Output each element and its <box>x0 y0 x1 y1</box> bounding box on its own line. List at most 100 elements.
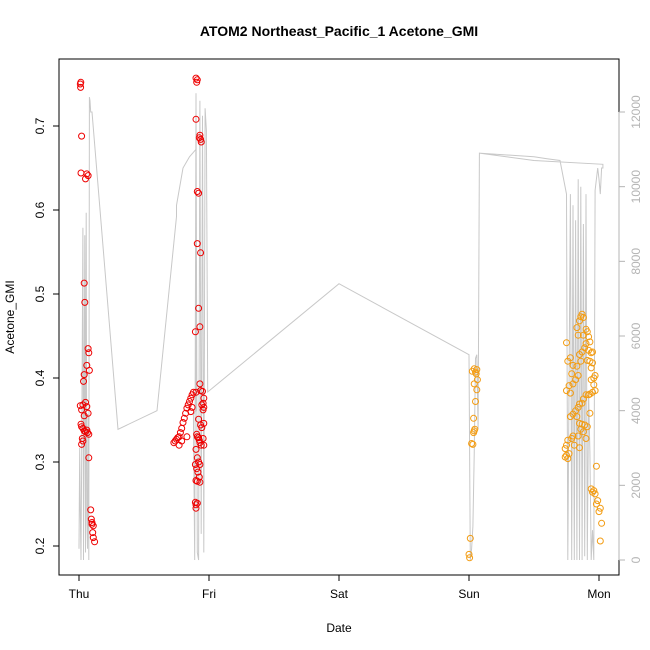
orange-data-point <box>574 432 582 440</box>
x-axis-label: Date <box>326 621 352 635</box>
red-data-point <box>192 115 200 123</box>
orange-data-point <box>585 391 593 399</box>
orange-data-point <box>596 504 604 512</box>
orange-data-point <box>587 364 595 372</box>
red-data-point <box>195 304 203 312</box>
y-tick-label: 0.4 <box>33 369 47 386</box>
orange-data-point <box>573 413 581 421</box>
y2-tick-label: 12000 <box>629 95 643 129</box>
red-data-point <box>192 445 200 453</box>
red-data-point <box>196 131 204 139</box>
red-data-point <box>195 134 203 142</box>
orange-data-point <box>472 398 479 405</box>
red-data-point <box>186 398 193 405</box>
orange-data-point <box>582 340 590 348</box>
red-data-point <box>89 522 97 530</box>
orange-data-point <box>470 429 478 437</box>
red-data-point <box>189 388 197 396</box>
orange-data-point <box>578 310 586 318</box>
orange-data-point <box>579 428 587 436</box>
orange-data-point <box>585 346 593 354</box>
red-data-point <box>85 454 93 462</box>
red-data-point <box>193 240 201 248</box>
orange-data-point <box>569 361 577 369</box>
orange-data-point <box>587 376 595 384</box>
x-tick-label: Sat <box>330 587 349 601</box>
red-data-point <box>80 371 88 379</box>
x-tick-label: Sun <box>458 587 479 601</box>
red-data-point <box>193 465 201 473</box>
y2-tick-label: 0 <box>629 556 643 563</box>
orange-data-point <box>563 441 570 449</box>
red-data-point <box>87 506 95 514</box>
red-data-point <box>193 188 201 195</box>
orange-data-point <box>473 386 481 394</box>
red-data-point <box>193 454 201 462</box>
red-data-point <box>191 328 199 336</box>
red-data-point <box>80 279 88 287</box>
red-data-point <box>80 377 87 385</box>
red-data-point <box>199 387 206 395</box>
red-data-point <box>85 349 93 357</box>
red-data-point <box>192 501 200 509</box>
red-data-point <box>83 403 91 411</box>
y-tick-label: 0.6 <box>33 201 47 218</box>
red-data-point <box>199 406 207 414</box>
red-data-point <box>195 189 203 197</box>
red-data-point <box>194 468 202 476</box>
y2-tick-label: 8000 <box>629 248 643 275</box>
orange-data-point <box>564 357 572 365</box>
orange-data-point <box>574 331 582 339</box>
orange-data-point <box>595 508 603 516</box>
red-data-point <box>198 401 206 409</box>
red-data-point <box>188 403 196 411</box>
orange-data-point <box>465 550 473 558</box>
orange-data-point <box>592 462 600 470</box>
y2-tick-label: 2000 <box>629 472 643 499</box>
y2-tick-label: 4000 <box>629 397 643 424</box>
red-data-point <box>192 504 200 512</box>
red-data-point <box>197 138 205 146</box>
orange-data-point <box>586 409 594 417</box>
y2-tick-label: 6000 <box>629 322 643 349</box>
orange-data-point <box>594 497 602 505</box>
y-tick-label: 0.7 <box>33 117 47 134</box>
orange-data-point <box>563 451 570 459</box>
points-layer <box>76 74 606 562</box>
orange-data-point <box>576 317 583 325</box>
orange-data-point <box>469 440 477 448</box>
red-data-point <box>196 478 204 486</box>
orange-data-point <box>568 435 576 442</box>
orange-data-point <box>563 339 570 347</box>
secondary-line-layer <box>78 93 604 561</box>
red-data-point <box>77 169 85 177</box>
orange-data-point <box>592 500 600 508</box>
red-data-point <box>89 534 97 542</box>
x-tick-label: Mon <box>587 587 610 601</box>
orange-data-point <box>591 490 599 498</box>
red-data-point <box>78 440 86 448</box>
red-data-point <box>192 388 200 396</box>
red-data-point <box>193 76 201 84</box>
orange-data-point <box>579 314 587 321</box>
red-data-point <box>89 529 97 537</box>
red-data-point <box>199 435 207 442</box>
red-data-point <box>187 394 195 402</box>
orange-data-point <box>577 357 585 365</box>
x-axis: Thu Fri Sat Sun Mon <box>69 574 611 601</box>
orange-data-point <box>473 376 481 384</box>
orange-data-point <box>566 389 574 397</box>
red-data-point <box>84 429 91 437</box>
red-data-point <box>192 477 200 484</box>
orange-data-point <box>582 435 590 442</box>
red-data-point <box>196 323 204 331</box>
red-data-point <box>81 298 89 306</box>
red-data-point <box>197 135 205 143</box>
red-data-point <box>197 249 205 257</box>
red-data-point <box>77 83 85 91</box>
red-data-point <box>83 170 91 178</box>
orange-data-point <box>470 365 478 373</box>
red-data-point <box>187 408 195 416</box>
red-data-point <box>85 430 93 438</box>
orange-data-point <box>579 395 587 403</box>
